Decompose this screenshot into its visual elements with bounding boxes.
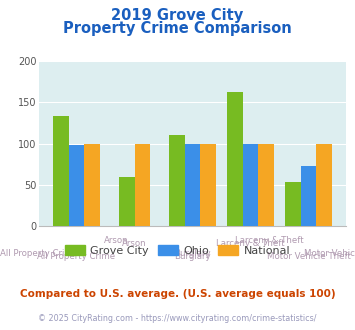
Bar	[285, 182, 301, 226]
Text: Larceny & Theft: Larceny & Theft	[235, 236, 304, 245]
Text: Motor Vehicle Theft: Motor Vehicle Theft	[304, 249, 355, 258]
Bar	[135, 144, 150, 226]
Text: © 2025 CityRating.com - https://www.cityrating.com/crime-statistics/: © 2025 CityRating.com - https://www.city…	[38, 314, 317, 323]
Bar	[69, 145, 84, 226]
Text: Larceny & Theft: Larceny & Theft	[216, 239, 285, 248]
Bar	[201, 144, 216, 226]
Bar	[84, 144, 100, 226]
Bar	[119, 177, 135, 226]
Text: All Property Crime: All Property Crime	[0, 249, 78, 258]
Text: 2019 Grove City: 2019 Grove City	[111, 8, 244, 23]
Bar	[53, 116, 69, 226]
Text: Property Crime Comparison: Property Crime Comparison	[63, 21, 292, 36]
Text: Burglary: Burglary	[174, 252, 211, 261]
Bar	[227, 92, 243, 226]
Text: Burglary: Burglary	[174, 249, 211, 258]
Text: Arson: Arson	[104, 236, 128, 245]
Text: All Property Crime: All Property Crime	[37, 252, 116, 261]
Bar	[243, 144, 258, 226]
Bar	[169, 135, 185, 226]
Bar	[301, 166, 317, 226]
Text: Arson: Arson	[122, 239, 147, 248]
Bar	[317, 144, 332, 226]
Text: Motor Vehicle Theft: Motor Vehicle Theft	[267, 252, 351, 261]
Bar	[185, 144, 201, 226]
Legend: Grove City, Ohio, National: Grove City, Ohio, National	[60, 241, 295, 260]
Bar	[258, 144, 274, 226]
Text: Compared to U.S. average. (U.S. average equals 100): Compared to U.S. average. (U.S. average …	[20, 289, 335, 299]
